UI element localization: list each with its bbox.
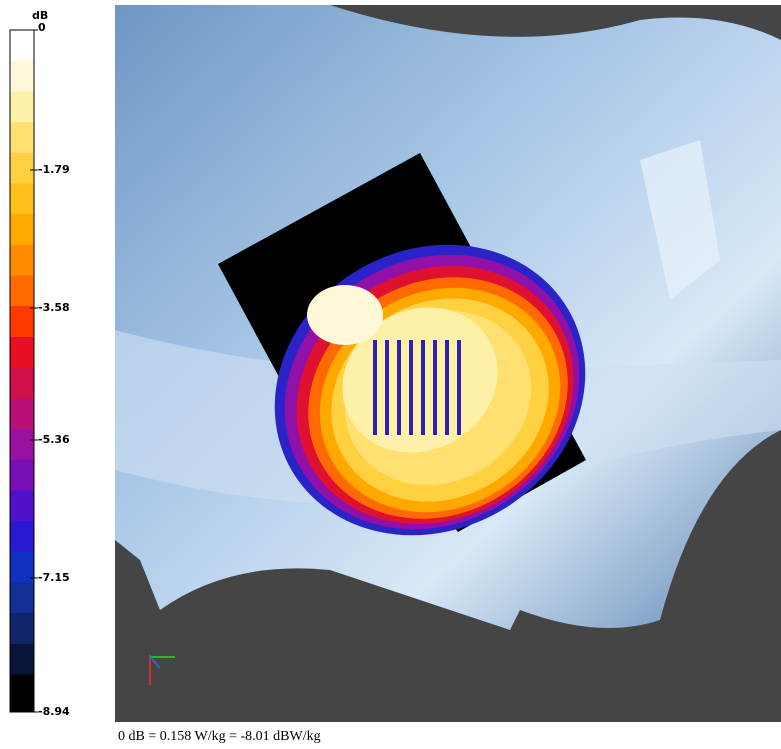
color-scale: [9, 29, 35, 713]
caption: 0 dB = 0.158 W/kg = -8.01 dBW/kg: [118, 729, 321, 744]
tick-label: 0: [38, 21, 46, 34]
tick-label: -5.36: [38, 433, 70, 446]
sar-distribution: [274, 244, 586, 536]
highlight: [640, 140, 720, 300]
tick-label: -7.15: [38, 571, 70, 584]
scale-unit: dB: [32, 9, 48, 22]
scale-ticks: 0 -1.79 -3.58 -5.36 -7.15 -8.94: [30, 21, 70, 718]
axes-icon: [149, 655, 175, 685]
render-view: [115, 5, 781, 722]
tick-label: -1.79: [38, 163, 70, 176]
zoom-scan: [373, 340, 461, 435]
tick-label: -8.94: [38, 705, 70, 718]
tick-label: -3.58: [38, 301, 70, 314]
